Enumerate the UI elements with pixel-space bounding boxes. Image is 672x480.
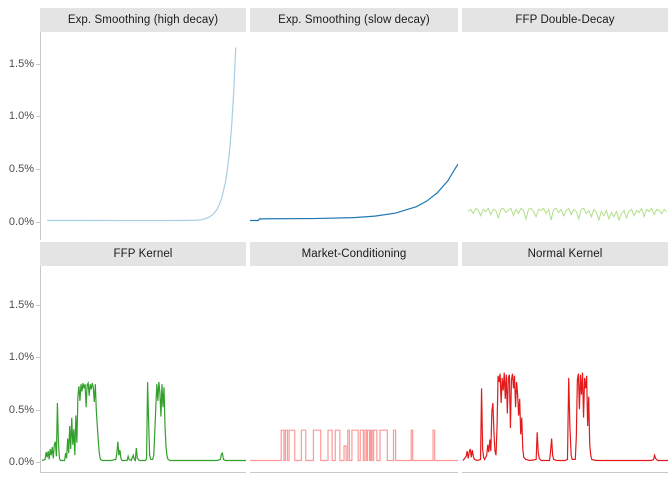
facet-title: Normal Kernel — [527, 248, 603, 260]
facet-header: Exp. Smoothing (high decay) — [40, 8, 246, 32]
y-axis-tick-label: 0.0% — [8, 456, 34, 469]
y-axis-tick-label: 0.5% — [8, 403, 34, 416]
y-axis-tick-mark — [36, 64, 40, 65]
y-axis-tick-mark — [36, 116, 40, 117]
y-axis-tick-mark — [36, 410, 40, 411]
facet-panel-plot — [250, 32, 458, 240]
facet-title: FFP Double-Decay — [515, 14, 615, 26]
panel-canvas — [462, 32, 668, 240]
facet-header: FFP Kernel — [40, 242, 246, 266]
y-axis-tick-label: 1.5% — [8, 57, 34, 70]
facet-header: FFP Double-Decay — [462, 8, 668, 32]
facet-title: Exp. Smoothing (slow decay) — [278, 14, 430, 26]
facet-header: Exp. Smoothing (slow decay) — [250, 8, 458, 32]
facet-ffp-kernel: FFP Kernel — [40, 242, 246, 473]
facet-panel-plot — [40, 32, 246, 240]
y-axis-tick-label: 0.5% — [8, 163, 34, 176]
y-axis-tick-mark — [36, 169, 40, 170]
y-axis-tick-mark — [36, 462, 40, 463]
facet-title: FFP Kernel — [113, 248, 173, 260]
series-line — [42, 382, 246, 460]
facet-ffp-double-decay: FFP Double-Decay — [462, 8, 668, 240]
panel-canvas — [250, 32, 458, 240]
series-line — [463, 373, 668, 461]
y-axis-tick-label: 1.5% — [8, 298, 34, 311]
series-line — [250, 430, 458, 460]
facet-panel-plot — [462, 32, 668, 240]
facet-header: Normal Kernel — [462, 242, 668, 266]
y-axis-tick-mark — [36, 357, 40, 358]
y-axis-tick-label: 1.0% — [8, 351, 34, 364]
y-axis-tick-mark — [36, 305, 40, 306]
facet-panel-plot — [40, 266, 246, 473]
facet-market-conditioning: Market-Conditioning — [250, 242, 458, 473]
panel-canvas — [462, 266, 668, 472]
facet-panel-plot — [250, 266, 458, 473]
y-axis-tick-label: 1.0% — [8, 110, 34, 123]
facet-panel-plot — [462, 266, 668, 473]
facet-title: Exp. Smoothing (high decay) — [67, 14, 219, 26]
facet-normal-kernel: Normal Kernel — [462, 242, 668, 473]
facet-exp-smoothing-slow-decay: Exp. Smoothing (slow decay) — [250, 8, 458, 240]
panel-canvas — [41, 266, 246, 472]
panel-canvas — [250, 266, 458, 472]
series-line — [250, 164, 458, 220]
series-line — [47, 48, 236, 221]
y-axis-tick-mark — [36, 222, 40, 223]
y-axis-tick-label: 0.0% — [8, 216, 34, 229]
facet-title: Market-Conditioning — [301, 248, 407, 260]
panel-canvas — [41, 32, 246, 240]
facet-header: Market-Conditioning — [250, 242, 458, 266]
facet-exp-smoothing-high-decay: Exp. Smoothing (high decay) — [40, 8, 246, 240]
series-line — [468, 208, 667, 220]
